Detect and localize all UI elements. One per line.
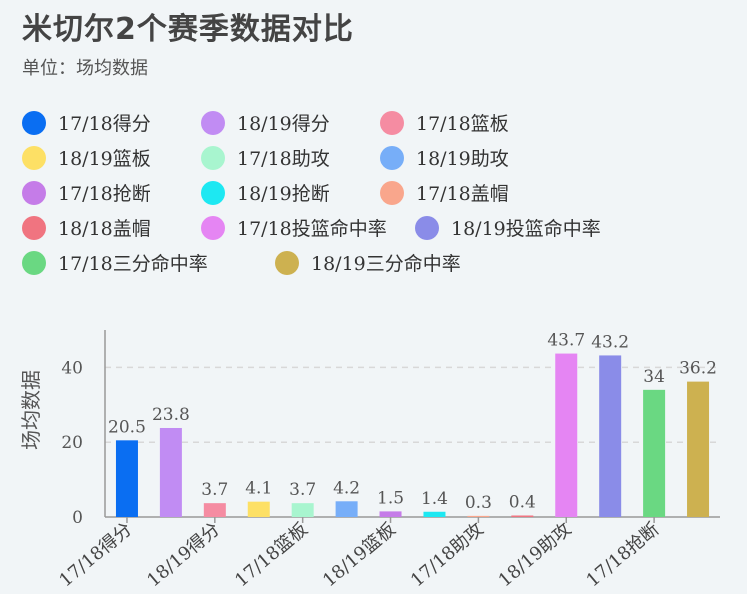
bar-value-label: 1.5 <box>377 488 404 508</box>
y-axis-label: 场均数据 <box>19 370 43 450</box>
legend: 17/18得分 18/19得分 17/18篮板 18/19篮板 17/18助攻 18/19… <box>22 105 742 280</box>
bar-value-label: 0.3 <box>465 493 492 513</box>
legend-item[interactable]: 18/19投篮命中率 <box>415 214 655 241</box>
legend-label: 18/18盖帽 <box>58 218 151 240</box>
legend-row: 18/18盖帽 17/18投篮命中率 18/19投篮命中率 <box>22 210 742 245</box>
legend-row: 17/18三分命中率 18/19三分命中率 <box>22 245 742 280</box>
legend-item[interactable]: 17/18助攻 <box>201 144 380 171</box>
y-tick-label: 20 <box>61 433 83 453</box>
bar <box>159 427 182 517</box>
chart-subtitle: 单位：场均数据 <box>22 58 148 79</box>
y-tick-label: 40 <box>61 358 83 378</box>
bar-value-label: 34 <box>643 367 665 387</box>
legend-item[interactable]: 17/18三分命中率 <box>22 249 275 276</box>
x-tick-label: 17/18抢断 <box>583 519 664 592</box>
x-tick-label: 17/18篮板 <box>231 519 312 592</box>
bar <box>599 355 622 517</box>
legend-label: 17/18三分命中率 <box>58 253 208 275</box>
bar <box>467 515 490 517</box>
legend-label: 18/19助攻 <box>416 148 509 170</box>
bar-value-label: 36.2 <box>679 359 717 379</box>
legend-swatch <box>201 110 225 135</box>
legend-swatch <box>22 110 46 135</box>
bar-value-label: 4.2 <box>333 478 360 498</box>
legend-label: 17/18篮板 <box>416 113 509 135</box>
legend-item[interactable]: 17/18抢断 <box>22 179 201 206</box>
legend-row: 17/18得分 18/19得分 17/18篮板 <box>22 105 742 140</box>
legend-label: 17/18助攻 <box>237 148 330 170</box>
bar <box>291 503 314 517</box>
legend-item[interactable]: 18/19抢断 <box>201 179 380 206</box>
x-tick-label: 18/19助攻 <box>495 519 576 592</box>
bar-value-label: 43.2 <box>591 332 629 352</box>
bar <box>379 511 402 517</box>
y-tick-label: 0 <box>72 508 83 528</box>
legend-item[interactable]: 18/19助攻 <box>380 144 580 171</box>
legend-swatch <box>201 215 225 240</box>
legend-swatch <box>380 145 404 170</box>
legend-swatch <box>201 180 225 205</box>
legend-swatch <box>22 180 46 205</box>
bar <box>511 515 534 517</box>
legend-label: 18/19三分命中率 <box>311 253 461 275</box>
legend-item[interactable]: 17/18得分 <box>22 109 201 136</box>
legend-swatch <box>22 250 46 275</box>
bar <box>643 389 666 517</box>
legend-swatch <box>275 250 299 275</box>
legend-swatch <box>22 145 46 170</box>
bar-value-label: 0.4 <box>509 493 536 513</box>
legend-label: 17/18得分 <box>58 113 151 135</box>
bar-value-label: 43.7 <box>547 331 585 351</box>
legend-swatch <box>415 215 439 240</box>
bar <box>203 503 226 517</box>
legend-swatch <box>380 110 404 135</box>
legend-item[interactable]: 18/19三分命中率 <box>275 249 495 276</box>
bar <box>687 381 710 517</box>
legend-item[interactable]: 18/19得分 <box>201 109 380 136</box>
bar <box>423 511 446 517</box>
legend-label: 18/19抢断 <box>237 183 330 205</box>
legend-item[interactable]: 17/18盖帽 <box>380 179 580 206</box>
legend-label: 17/18投篮命中率 <box>237 218 387 240</box>
legend-label: 18/19得分 <box>237 113 330 135</box>
x-tick-label: 17/18得分 <box>55 519 136 592</box>
legend-item[interactable]: 18/19篮板 <box>22 144 201 171</box>
bar <box>555 353 578 517</box>
legend-label: 17/18盖帽 <box>416 183 509 205</box>
bar-value-label: 1.4 <box>421 489 448 509</box>
x-tick-label: 18/19篮板 <box>319 519 400 592</box>
legend-item[interactable]: 17/18篮板 <box>380 109 580 136</box>
x-tick-label: 18/19得分 <box>143 519 224 592</box>
bar <box>335 501 358 517</box>
legend-item[interactable]: 18/18盖帽 <box>22 214 201 241</box>
bar <box>115 440 138 517</box>
bar-value-label: 4.1 <box>245 479 272 499</box>
bar-value-label: 20.5 <box>108 417 146 437</box>
legend-label: 18/19投篮命中率 <box>451 218 601 240</box>
chart-title: 米切尔2个赛季数据对比 <box>22 12 354 47</box>
legend-row: 18/19篮板 17/18助攻 18/19助攻 <box>22 140 742 175</box>
bar-value-label: 3.7 <box>289 480 316 500</box>
bar-value-label: 23.8 <box>152 405 190 425</box>
legend-label: 18/19篮板 <box>58 148 151 170</box>
x-tick-label: 17/18助攻 <box>407 519 488 592</box>
bar <box>247 501 270 517</box>
legend-label: 17/18抢断 <box>58 183 151 205</box>
legend-row: 17/18抢断 18/19抢断 17/18盖帽 <box>22 175 742 210</box>
legend-swatch <box>22 215 46 240</box>
bar-value-label: 3.7 <box>201 480 228 500</box>
legend-swatch <box>201 145 225 170</box>
legend-swatch <box>380 180 404 205</box>
legend-item[interactable]: 17/18投篮命中率 <box>201 214 415 241</box>
